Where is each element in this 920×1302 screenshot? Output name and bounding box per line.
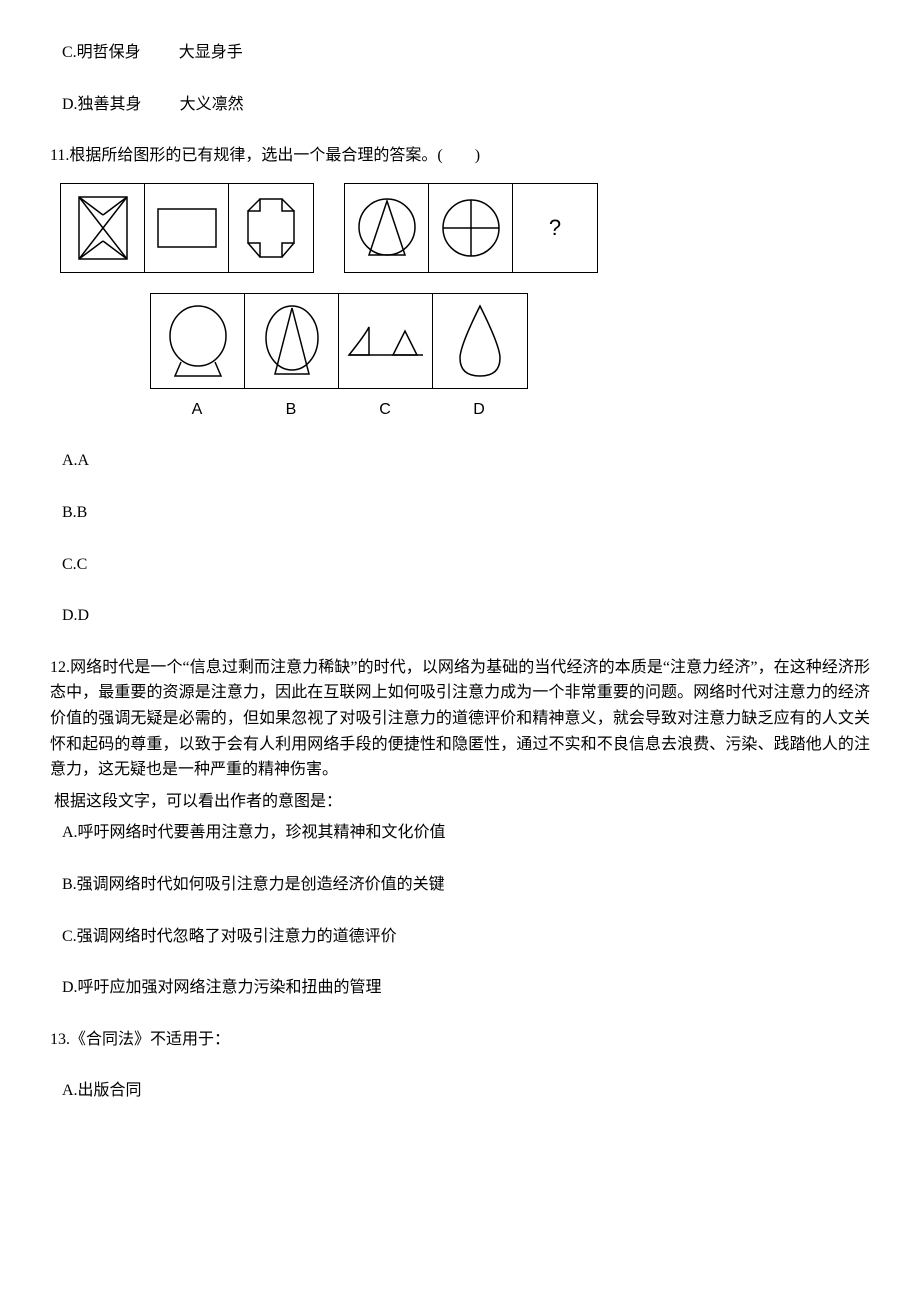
q11-opt-a: A.A	[50, 448, 870, 474]
q11-answer-row	[150, 293, 870, 389]
circle-triangle2-icon	[259, 302, 325, 380]
label-c: C	[338, 397, 432, 423]
q12-sub: 根据这段文字，可以看出作者的意图是：	[50, 789, 870, 815]
q12-opt-c: C.强调网络时代忽略了对吸引注意力的道德评价	[50, 924, 870, 950]
q12-text: 12.网络时代是一个“信息过剩而注意力稀缺”的时代，以网络为基础的当代经济的本质…	[50, 655, 870, 783]
q11-cell-6: ?	[513, 184, 597, 272]
rectangle-icon	[156, 207, 218, 249]
option-c-text2: 大显身手	[179, 44, 243, 61]
q11-text: 11.根据所给图形的已有规律，选出一个最合理的答案。( )	[50, 143, 870, 169]
q11-ans-a	[151, 294, 245, 388]
boat-shape-icon	[345, 321, 427, 361]
label-a: A	[150, 397, 244, 423]
q11-cell-2	[145, 184, 229, 272]
option-c: C.明哲保身 大显身手	[50, 40, 870, 66]
option-d-text1: D.独善其身	[62, 96, 142, 113]
q11-opt-b: B.B	[50, 500, 870, 526]
option-c-text1: C.明哲保身	[62, 44, 141, 61]
q11-answer-group	[150, 293, 528, 389]
option-d-text2: 大义凛然	[180, 96, 244, 113]
fish-shape-icon	[163, 302, 233, 380]
q11-cell-5	[429, 184, 513, 272]
q12-opt-d: D.呼吁应加强对网络注意力污染和扭曲的管理	[50, 975, 870, 1001]
q11-opt-d: D.D	[50, 603, 870, 629]
q12-opt-b: B.强调网络时代如何吸引注意力是创造经济价值的关键	[50, 872, 870, 898]
q12-opt-a: A.呼吁网络时代要善用注意力，珍视其精神和文化价值	[50, 820, 870, 846]
cross-shape-icon	[244, 193, 298, 263]
label-b: B	[244, 397, 338, 423]
question-mark: ?	[549, 210, 561, 245]
q11-figure-row1: ?	[60, 183, 870, 273]
label-d: D	[432, 397, 526, 423]
q11-answer-labels: A B C D	[150, 397, 870, 423]
q11-ans-d	[433, 294, 527, 388]
q11-cell-3	[229, 184, 313, 272]
q13-text: 13.《合同法》不适用于：	[50, 1027, 870, 1053]
q11-group1	[60, 183, 314, 273]
option-d: D.独善其身 大义凛然	[50, 92, 870, 118]
q11-ans-b	[245, 294, 339, 388]
q11-opt-c: C.C	[50, 552, 870, 578]
circle-cross-icon	[440, 197, 502, 259]
q11-group2: ?	[344, 183, 598, 273]
circle-triangle-icon	[355, 195, 419, 261]
q11-ans-c	[339, 294, 433, 388]
hourglass-icon	[75, 193, 131, 263]
teardrop-icon	[452, 302, 508, 380]
q11-cell-4	[345, 184, 429, 272]
q13-opt-a: A.出版合同	[50, 1078, 870, 1104]
q11-cell-1	[61, 184, 145, 272]
